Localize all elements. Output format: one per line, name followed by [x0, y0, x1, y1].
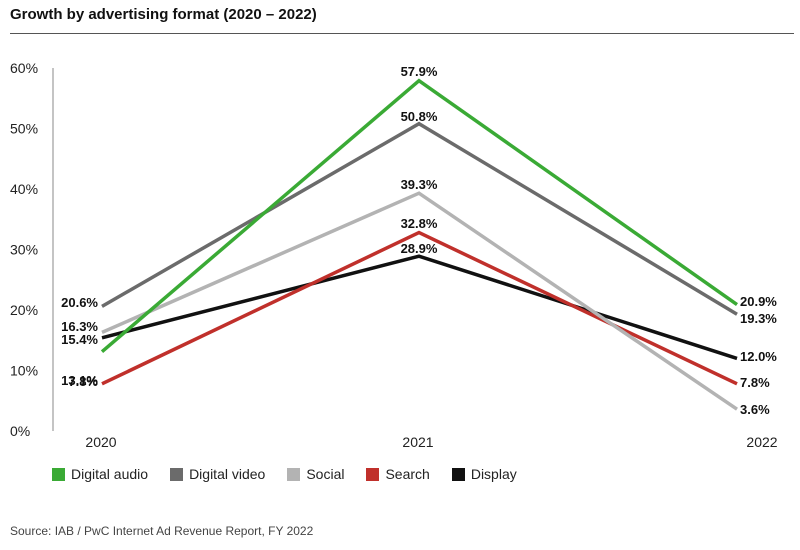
data-label: 19.3%: [740, 311, 777, 326]
y-tick-label: 60%: [10, 60, 38, 76]
x-tick-labels: 2020 2021 2022: [85, 434, 777, 450]
data-label: 32.8%: [401, 216, 438, 231]
data-label: 13.1%: [61, 373, 98, 388]
data-label: 50.8%: [401, 109, 438, 124]
x-tick-label: 2020: [85, 434, 116, 450]
data-label: 7.8%: [68, 374, 98, 389]
series-line-social: [101, 191, 738, 411]
data-label: 20.9%: [740, 294, 777, 309]
series-lines: [100, 78, 739, 411]
legend-item-display: Display: [451, 466, 517, 482]
legend-swatch: [170, 467, 184, 481]
legend-item-search: Search: [366, 466, 430, 482]
series-line-display: [101, 254, 738, 361]
data-label: 16.3%: [61, 319, 98, 334]
title-divider: [10, 33, 794, 34]
legend-item-social: Social: [287, 466, 344, 482]
y-tick-label: 40%: [10, 181, 38, 197]
data-label: 7.8%: [740, 375, 770, 390]
legend-label: Display: [470, 466, 517, 482]
series-line-digital-video: [101, 121, 738, 316]
y-tick-label: 20%: [10, 302, 38, 318]
legend-item-digital-audio: Digital audio: [52, 466, 148, 482]
legend-swatch: [451, 467, 465, 481]
data-label: 3.6%: [740, 402, 770, 417]
data-label: 57.9%: [401, 64, 438, 79]
legend: Digital audio Digital video Social Searc…: [52, 466, 517, 482]
x-tick-label: 2021: [402, 434, 433, 450]
legend-swatch: [287, 467, 301, 481]
legend-item-digital-video: Digital video: [170, 466, 265, 482]
source-note: Source: IAB / PwC Internet Ad Revenue Re…: [10, 524, 314, 538]
data-label: 28.9%: [401, 241, 438, 256]
x-tick-label: 2022: [746, 434, 777, 450]
data-label: 12.0%: [740, 349, 777, 364]
y-tick-label: 10%: [10, 363, 38, 379]
legend-swatch: [52, 467, 65, 481]
y-tick-label: 30%: [10, 242, 38, 258]
series-line-digital-audio: [100, 78, 739, 354]
data-labels: 13.1% 57.9% 20.9% 20.6% 50.8% 19.3% 16.3% 39.3%…: [61, 64, 777, 417]
series-line-search: [101, 230, 738, 386]
legend-label: Digital video: [189, 466, 266, 482]
data-label: 39.3%: [401, 177, 438, 192]
legend-label: Search: [385, 466, 430, 482]
y-tick-label: 50%: [10, 121, 38, 137]
data-label: 20.6%: [61, 295, 98, 310]
legend-swatch: [366, 467, 380, 481]
y-tick-label: 0%: [10, 423, 30, 439]
y-tick-labels: 0% 10% 20% 30% 40% 50% 60%: [10, 60, 38, 439]
chart-title: Growth by advertising format (2020 – 202…: [10, 6, 317, 23]
legend-label: Social: [306, 466, 345, 482]
data-label: 15.4%: [61, 332, 98, 347]
legend-label: Digital audio: [71, 466, 149, 482]
